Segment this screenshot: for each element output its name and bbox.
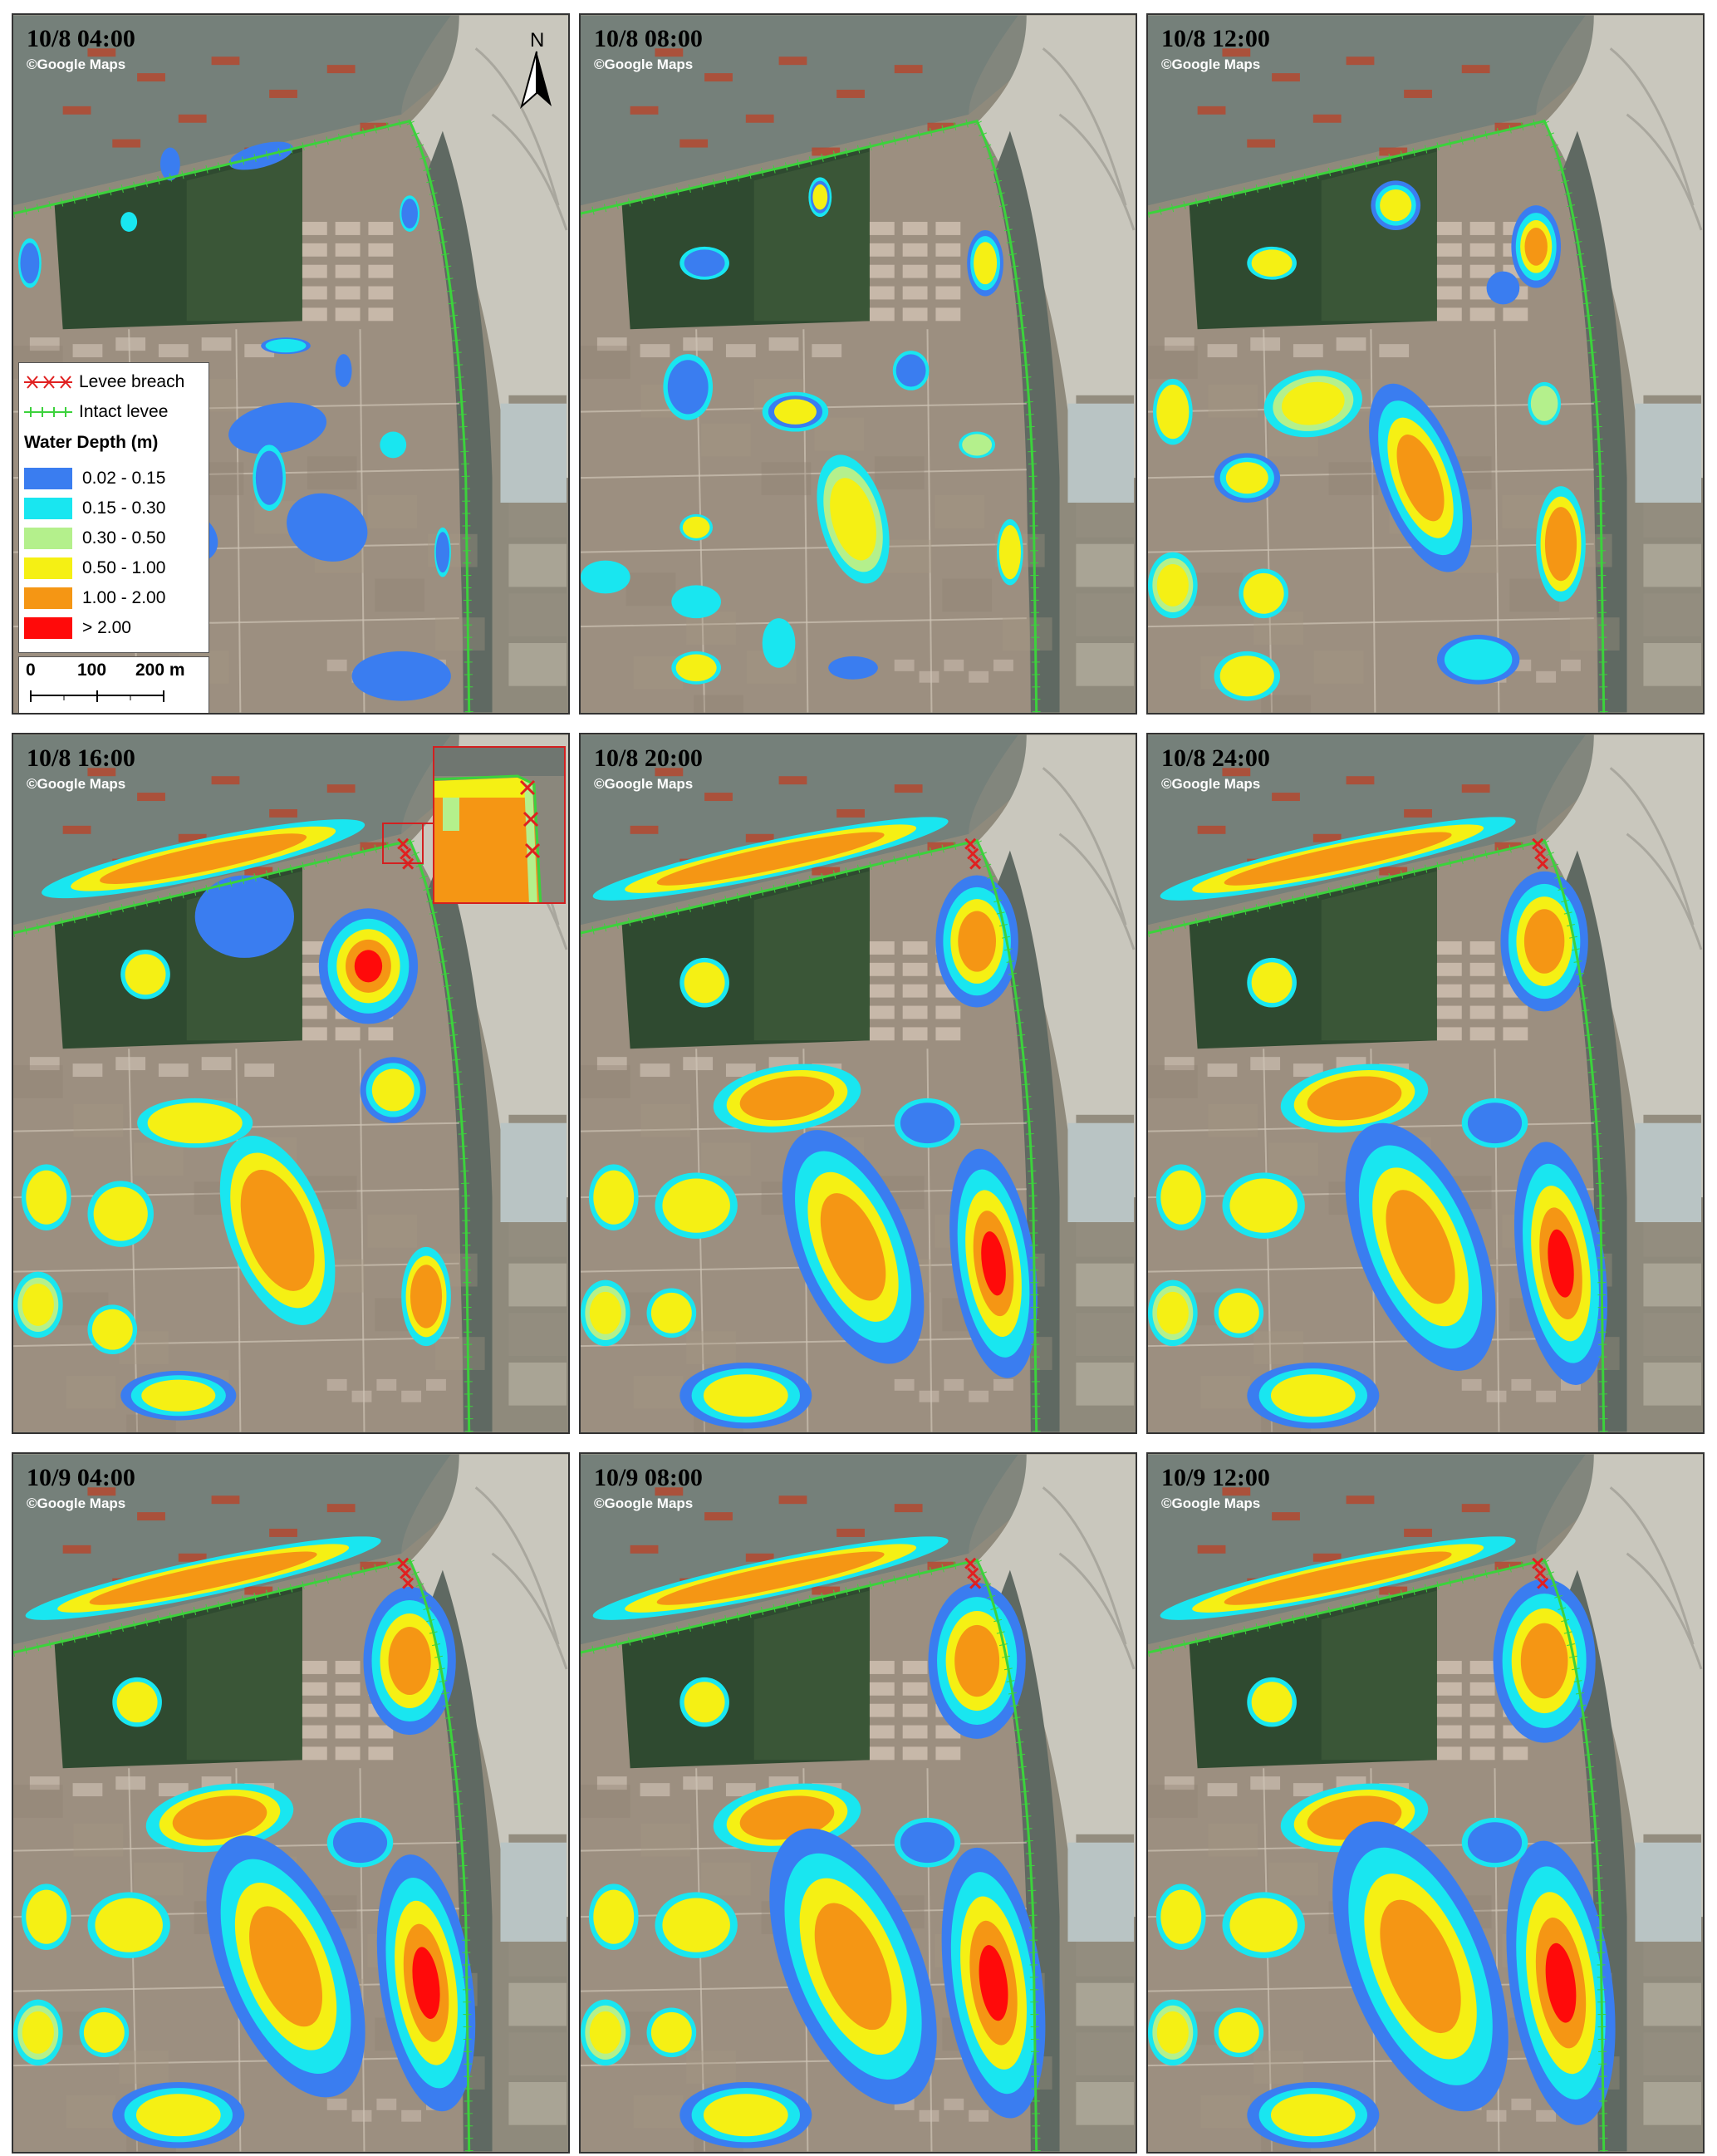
legend-swatch [24,557,72,579]
panel-timestamp: 10/8 24:00 [1161,744,1270,772]
panel-timestamp: 10/9 08:00 [594,1464,703,1491]
map-panel: 10/9 12:00 ©Google Maps [1146,1452,1705,2154]
map-panel: 10/8 04:00 ©Google Maps N Levee breach Intac… [12,13,570,715]
map-panel: 10/8 24:00 ©Google Maps [1146,733,1705,1434]
map-credit: ©Google Maps [594,56,694,72]
legend-class: 0.15 - 0.30 [24,496,165,521]
north-label: N [530,29,544,52]
scale-tick-0: 0 [26,661,36,680]
map-panel: 10/8 16:00 ©Google Maps [12,733,570,1434]
panel-timestamp: 10/9 12:00 [1161,1464,1270,1491]
inset-connector [424,823,434,824]
legend-swatch [24,617,72,639]
legend-class-label: 1.00 - 2.00 [82,588,166,607]
scale-tick-200: 200 m [135,661,185,680]
flood-map [581,15,1136,713]
flood-map [1148,15,1703,713]
panel-timestamp: 10/8 12:00 [1161,25,1270,52]
map-credit: ©Google Maps [27,776,126,792]
map-panel: 10/8 08:00 ©Google Maps [579,13,1137,715]
legend-breach: Levee breach [24,370,184,395]
legend-intact: Intact levee [24,400,168,425]
legend-swatch [24,468,72,489]
legend-class: 0.30 - 0.50 [24,526,165,551]
map-credit: ©Google Maps [1161,776,1261,792]
panel-timestamp: 10/8 16:00 [27,744,135,772]
legend-swatch [24,587,72,609]
breach-zoom-box [382,823,424,864]
breach-inset [433,746,566,904]
map-panel: 10/9 08:00 ©Google Maps [579,1452,1137,2154]
map-credit: ©Google Maps [594,776,694,792]
panel-timestamp: 10/8 04:00 [27,25,135,52]
north-arrow-icon: N [512,23,562,115]
map-legend: Levee breach Intact levee Water Depth (m) 0… [18,362,209,653]
levee-breach-icon [24,376,72,389]
map-credit: ©Google Maps [594,1495,694,1511]
panel-timestamp: 10/9 04:00 [27,1464,135,1491]
map-credit: ©Google Maps [27,56,126,72]
flood-map [581,734,1136,1432]
legend-class: 1.00 - 2.00 [24,586,165,611]
flood-map [1148,734,1703,1432]
map-credit: ©Google Maps [1161,56,1261,72]
scale-tick-100: 100 [77,661,107,680]
flood-map [581,1454,1136,2152]
legend-depth-title: Water Depth (m) [24,433,159,452]
panel-timestamp: 10/8 20:00 [594,744,703,772]
legend-class: 0.02 - 0.15 [24,466,165,491]
panel-timestamp: 10/8 08:00 [594,25,703,52]
legend-class-label: 0.15 - 0.30 [82,498,166,518]
intact-levee-icon [24,407,72,417]
legend-class-label: 0.02 - 0.15 [82,469,166,488]
map-credit: ©Google Maps [27,1495,126,1511]
scale-bar: 0 100 200 m [18,656,209,713]
legend-intact-label: Intact levee [79,402,169,421]
legend-class-label: > 2.00 [82,618,131,637]
flood-map [13,1454,568,2152]
map-panel: 10/8 20:00 ©Google Maps [579,733,1137,1434]
legend-breach-label: Levee breach [79,372,185,391]
flood-map [1148,1454,1703,2152]
map-panel: 10/8 12:00 ©Google Maps [1146,13,1705,715]
legend-class-label: 0.30 - 0.50 [82,528,166,548]
flood-map [13,734,568,1432]
legend-class: > 2.00 [24,616,131,641]
map-panel: 10/9 04:00 ©Google Maps [12,1452,570,2154]
legend-swatch [24,498,72,519]
map-credit: ©Google Maps [1161,1495,1261,1511]
legend-class: 0.50 - 1.00 [24,556,165,581]
legend-swatch [24,528,72,549]
legend-class-label: 0.50 - 1.00 [82,558,166,577]
